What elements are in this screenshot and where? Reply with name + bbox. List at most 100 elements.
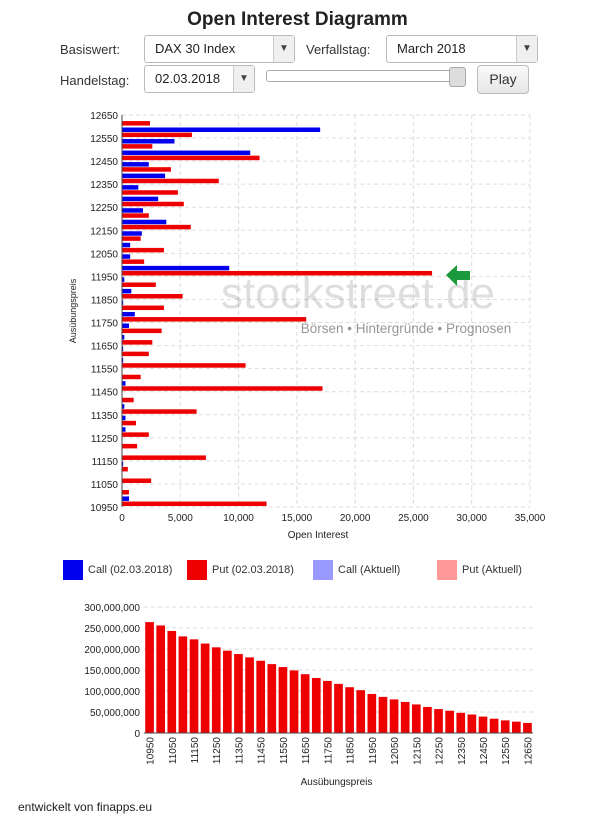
legend-swatch [437, 560, 457, 580]
x-tick-label: 12050 [390, 737, 401, 765]
put-stack-bar [467, 714, 477, 733]
put-stack-bar [389, 699, 399, 733]
x-tick-label: 35,000 [515, 513, 546, 524]
y-tick-label: 300,000,000 [84, 603, 140, 614]
handelstag-label: Handelstag: [60, 73, 130, 88]
y-tick-label: 11350 [91, 411, 119, 422]
x-tick-label: 5,000 [168, 513, 193, 524]
x-tick-label: 12250 [435, 737, 446, 765]
call-bar [122, 415, 126, 421]
put-stack-bar [256, 660, 266, 733]
put-bar [122, 282, 156, 287]
call-bar [122, 427, 126, 432]
legend-call-actual: Call (Aktuell) [313, 560, 400, 580]
x-tick-label: 20,000 [340, 513, 371, 524]
x-tick-label: 11350 [234, 737, 245, 765]
y-tick-label: 12050 [90, 249, 118, 260]
play-button[interactable]: Play [477, 65, 529, 94]
date-slider[interactable] [266, 67, 466, 87]
call-bar [122, 346, 124, 352]
x-tick-label: 12550 [501, 737, 512, 765]
call-bar [122, 335, 125, 340]
call-bar [122, 127, 321, 132]
x-tick-label: 30,000 [456, 513, 487, 524]
y-tick-label: 50,000,000 [90, 708, 140, 719]
put-stack-bar [500, 720, 510, 733]
x-tick-label: 10950 [146, 737, 157, 765]
put-stack-bar [289, 670, 299, 733]
x-tick-label: 12650 [523, 737, 534, 765]
put-bar [122, 178, 219, 184]
verfallstag-label: Verfallstag: [306, 42, 371, 57]
handelstag-select[interactable]: 02.03.2018 ▼ [144, 65, 255, 93]
x-tick-label: 12150 [412, 737, 423, 765]
call-bar [122, 311, 135, 317]
y-tick-label: 150,000,000 [84, 666, 140, 677]
y-tick-label: 250,000,000 [84, 624, 140, 635]
call-bar [122, 196, 159, 202]
y-tick-label: 11950 [91, 272, 119, 283]
chevron-down-icon: ▼ [273, 36, 294, 62]
x-tick-label: 11850 [346, 737, 357, 765]
put-stack-bar [423, 706, 432, 733]
put-stack-bar [345, 687, 354, 733]
legend-label: Put (02.03.2018) [212, 564, 294, 576]
put-stack-bar [334, 683, 343, 733]
put-bar [122, 386, 323, 391]
put-bar [122, 455, 206, 460]
put-stack-bar [189, 639, 199, 733]
put-bar [122, 420, 136, 426]
basiswert-select[interactable]: DAX 30 Index ▼ [144, 35, 295, 63]
call-bar [122, 358, 124, 363]
put-stack-bar [178, 636, 188, 733]
call-bar [122, 381, 126, 386]
put-stack-bar [267, 664, 277, 733]
put-bar [122, 397, 134, 403]
legend-label: Put (Aktuell) [462, 564, 522, 576]
put-bar [122, 466, 128, 472]
x-tick-label: 11050 [168, 737, 179, 765]
x-tick-label: 12350 [457, 737, 468, 765]
call-bar [122, 185, 139, 190]
put-bar [122, 374, 141, 380]
put-bar [122, 328, 162, 334]
handelstag-value: 02.03.2018 [155, 71, 221, 86]
put-stack-bar [367, 693, 377, 733]
y-tick-label: 11150 [92, 457, 119, 468]
put-bar [122, 132, 192, 138]
call-bar [122, 150, 251, 156]
legend-swatch [187, 560, 207, 580]
total-value-chart: 300,000,000 250,000,000 200,000,000 150,000… [84, 603, 534, 788]
x-tick-label: 11150 [190, 737, 201, 764]
open-interest-chart: 0 5,000 10,000 15,000 20,000 25,000 30,000 35,0… [68, 111, 546, 541]
put-stack-bar [245, 657, 254, 733]
call-bar [122, 496, 129, 501]
put-bar [122, 317, 307, 322]
arrow-left-icon [446, 265, 470, 286]
legend-call-current: Call (02.03.2018) [63, 560, 172, 580]
call-bar [122, 208, 143, 213]
put-bar [122, 236, 141, 241]
legend-label: Call (02.03.2018) [88, 564, 173, 576]
put-stack-bar [145, 622, 154, 733]
call-bar [122, 288, 132, 294]
legend-put-actual: Put (Aktuell) [437, 560, 522, 580]
put-bar [122, 190, 178, 195]
put-bar [122, 155, 260, 161]
put-stack-bar [489, 718, 499, 733]
y-tick-label: 12550 [90, 134, 118, 145]
verfallstag-select[interactable]: March 2018 ▼ [386, 35, 538, 63]
put-stack-bar [478, 716, 488, 733]
call-bar [122, 277, 125, 282]
put-bar [122, 409, 197, 414]
verfallstag-value: March 2018 [397, 41, 466, 56]
slider-handle[interactable] [449, 67, 466, 87]
chevron-down-icon: ▼ [233, 66, 254, 92]
call-bar [122, 265, 230, 271]
call-bar [122, 219, 167, 225]
x-tick-label: 11950 [368, 737, 379, 765]
put-bar [122, 478, 152, 483]
put-stack-bar [300, 674, 310, 733]
y-tick-label: 12450 [90, 157, 118, 168]
footer-credit: entwickelt von finapps.eu [18, 800, 153, 814]
